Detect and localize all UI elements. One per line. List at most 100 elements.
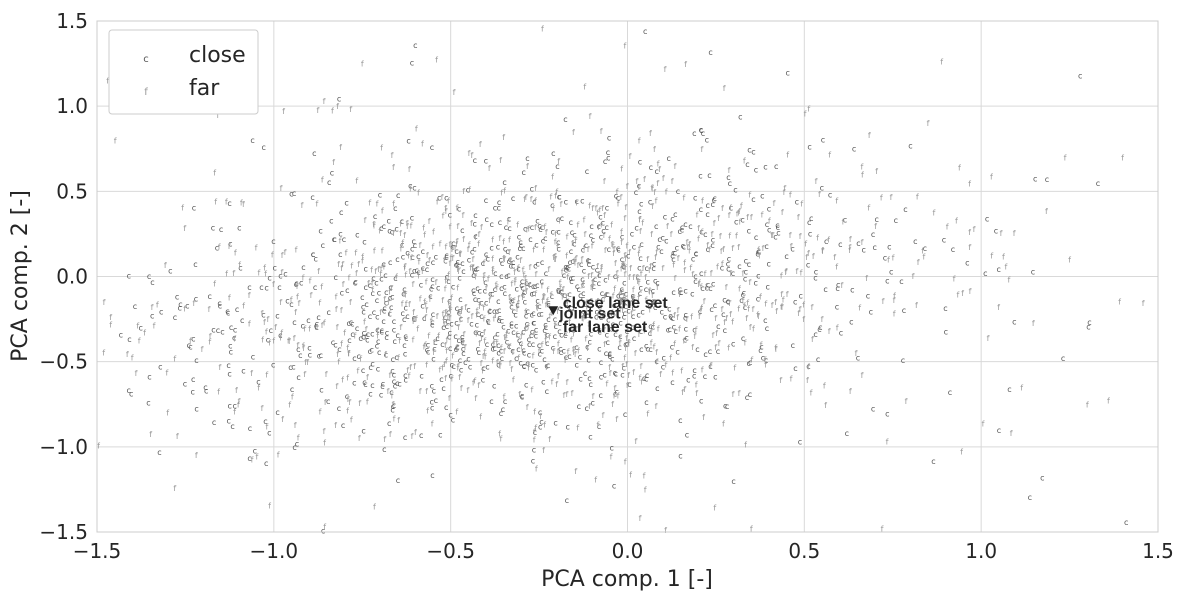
point-close: c (575, 282, 579, 291)
y-tick-label: −1.0 (39, 435, 88, 459)
point-close: c (296, 373, 300, 382)
point-far: f (695, 380, 698, 389)
point-far: f (302, 344, 305, 353)
point-far: f (655, 248, 658, 257)
point-close: c (368, 363, 372, 372)
point-close: c (435, 334, 439, 343)
point-far: f (574, 350, 577, 359)
point-close: c (654, 167, 658, 176)
point-close: c (539, 309, 543, 318)
point-far: f (940, 58, 943, 67)
point-close: c (546, 299, 550, 308)
point-far: f (549, 193, 552, 202)
point-close: c (425, 265, 429, 274)
point-close: c (676, 187, 680, 196)
point-far: f (526, 162, 529, 171)
point-far: f (358, 399, 361, 408)
point-far: f (436, 312, 439, 321)
point-close: c (451, 282, 455, 291)
point-close: c (556, 238, 560, 247)
point-close: c (542, 326, 546, 335)
point-close: c (534, 331, 538, 340)
point-close: c (578, 291, 582, 300)
point-far: f (585, 298, 588, 307)
point-far: f (720, 247, 723, 256)
point-far: f (721, 204, 724, 213)
point-close: c (744, 267, 748, 276)
point-far: f (457, 267, 460, 276)
point-close: c (994, 227, 998, 236)
point-close: c (742, 289, 746, 298)
point-far: f (672, 260, 675, 269)
point-far: f (821, 246, 824, 255)
point-close: c (763, 162, 767, 171)
point-close: c (582, 300, 586, 309)
point-far: f (218, 363, 221, 372)
point-close: c (734, 218, 738, 227)
point-far: f (643, 471, 646, 480)
point-far: f (700, 282, 703, 291)
point-close: c (514, 285, 518, 294)
point-close: c (619, 291, 623, 300)
point-close: c (570, 257, 574, 266)
point-close: c (642, 374, 646, 383)
point-far: f (635, 177, 638, 186)
point-close: c (764, 356, 768, 365)
point-close: c (541, 237, 545, 246)
point-close: c (362, 328, 366, 337)
point-far: f (109, 321, 112, 330)
point-close: c (390, 406, 394, 415)
point-close: c (550, 228, 554, 237)
point-far: f (422, 223, 425, 232)
point-far: f (508, 293, 511, 302)
point-close: c (634, 224, 638, 233)
point-far: f (570, 336, 573, 345)
point-close: c (292, 443, 296, 452)
point-close: c (485, 363, 489, 372)
point-close: c (402, 285, 406, 294)
point-close: c (601, 310, 605, 319)
point-far: f (743, 157, 746, 166)
point-far: f (381, 207, 384, 216)
y-tick-labels: −1.5−1.0−0.50.00.51.01.5 (39, 9, 88, 544)
point-close: c (622, 297, 626, 306)
point-far: f (166, 409, 169, 418)
point-close: c (290, 385, 294, 394)
point-far: f (807, 363, 810, 372)
point-far: f (552, 347, 555, 356)
point-far: f (447, 196, 450, 205)
point-far: f (657, 325, 660, 334)
point-far: f (529, 263, 532, 272)
point-far: f (424, 341, 427, 350)
point-far: f (603, 211, 606, 220)
point-far: f (594, 299, 597, 308)
point-close: c (503, 397, 507, 406)
point-close: c (455, 260, 459, 269)
point-close: c (564, 299, 568, 308)
point-close: c (227, 402, 231, 411)
point-far: f (635, 273, 638, 282)
point-close: c (384, 350, 388, 359)
point-close: c (745, 393, 749, 402)
point-close: c (582, 266, 586, 275)
point-far: f (745, 314, 748, 323)
point-far: f (545, 363, 548, 372)
point-far: f (526, 403, 529, 412)
point-far: f (483, 314, 486, 323)
point-close: c (807, 143, 811, 152)
point-far: f (151, 303, 154, 312)
point-close: c (393, 382, 397, 391)
point-close: c (527, 280, 531, 289)
point-far: f (494, 311, 497, 320)
point-far: f (448, 314, 451, 323)
point-close: c (505, 247, 509, 256)
point-close: c (558, 304, 562, 313)
point-close: c (408, 181, 412, 190)
point-close: c (489, 397, 493, 406)
point-close: c (1045, 175, 1049, 184)
point-far: f (630, 309, 633, 318)
point-close: c (460, 259, 464, 268)
point-far: f (560, 200, 563, 209)
point-close: c (654, 357, 658, 366)
